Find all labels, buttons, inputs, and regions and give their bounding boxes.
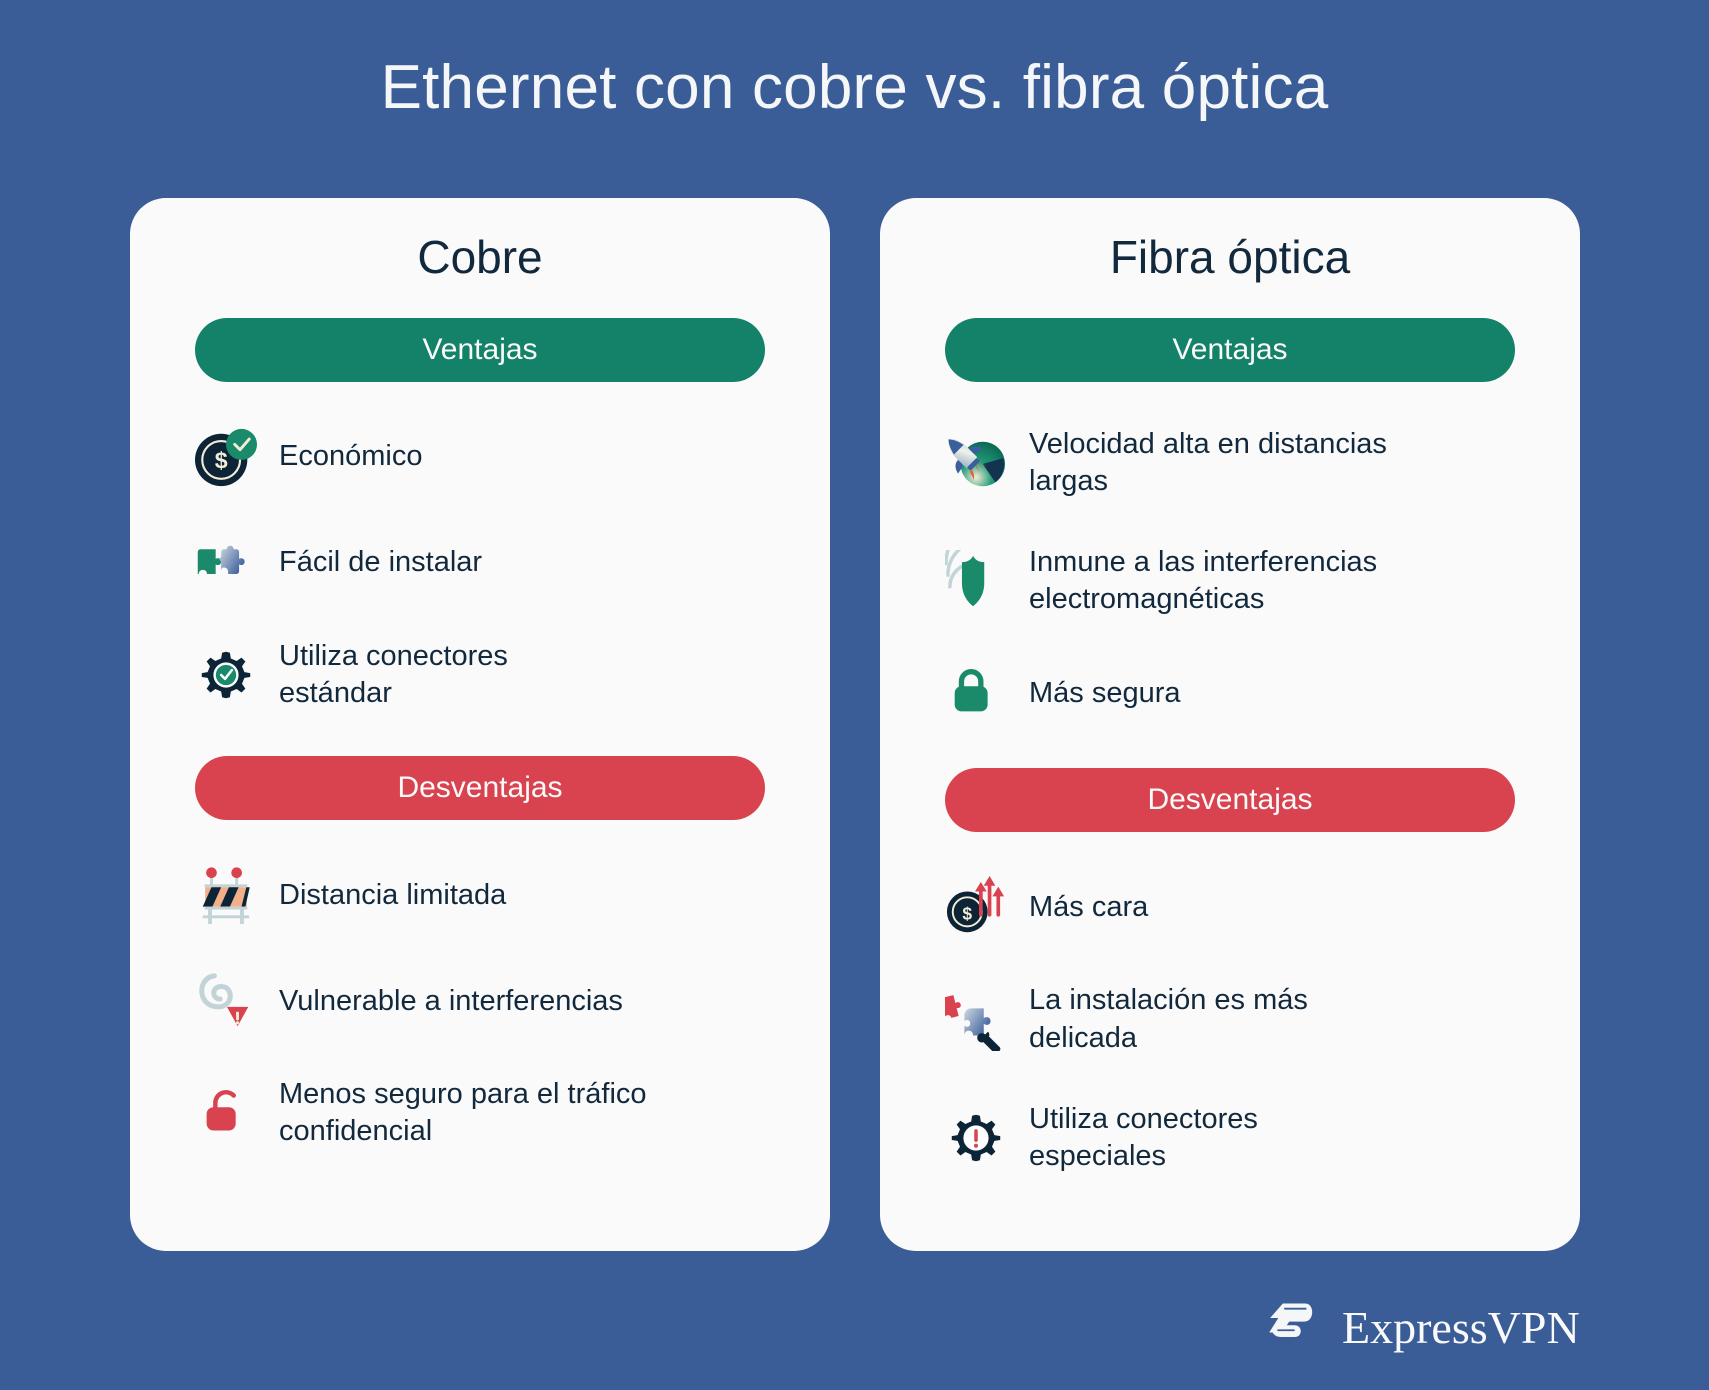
svg-text:$: $ <box>962 904 972 924</box>
svg-text:$: $ <box>215 448 228 474</box>
